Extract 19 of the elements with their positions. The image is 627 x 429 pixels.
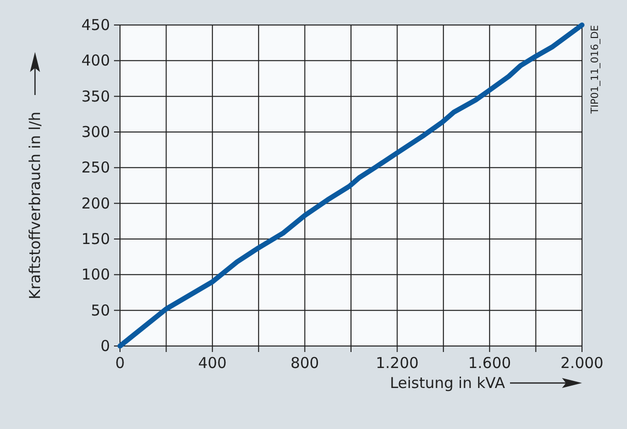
x-tick-label: 400 <box>198 354 227 372</box>
x-tick-label: 1.200 <box>376 354 419 372</box>
y-tick-label: 100 <box>81 266 110 284</box>
y-tick-label: 350 <box>81 87 110 106</box>
x-tick-label: 0 <box>115 354 125 372</box>
x-tick-label: 800 <box>290 354 320 372</box>
y-tick-label: 150 <box>81 230 110 248</box>
y-tick-label: 250 <box>81 158 110 177</box>
y-tick-label: 0 <box>100 337 110 355</box>
x-tick-label: 1.600 <box>468 354 512 372</box>
y-axis-title: Kraftstoffverbrauch in l/h <box>26 112 44 300</box>
text: TIP01_11_016_DE <box>590 25 601 115</box>
y-tick-label: 450 <box>81 16 110 34</box>
y-tick-label: 200 <box>81 194 110 212</box>
y-tick-label: 50 <box>90 301 110 320</box>
x-tick-label: 2.000 <box>560 354 604 372</box>
y-tick-label: 400 <box>81 52 110 70</box>
x-axis-title: Leistung in kVA <box>390 374 506 392</box>
y-tick-label: 300 <box>81 123 110 141</box>
